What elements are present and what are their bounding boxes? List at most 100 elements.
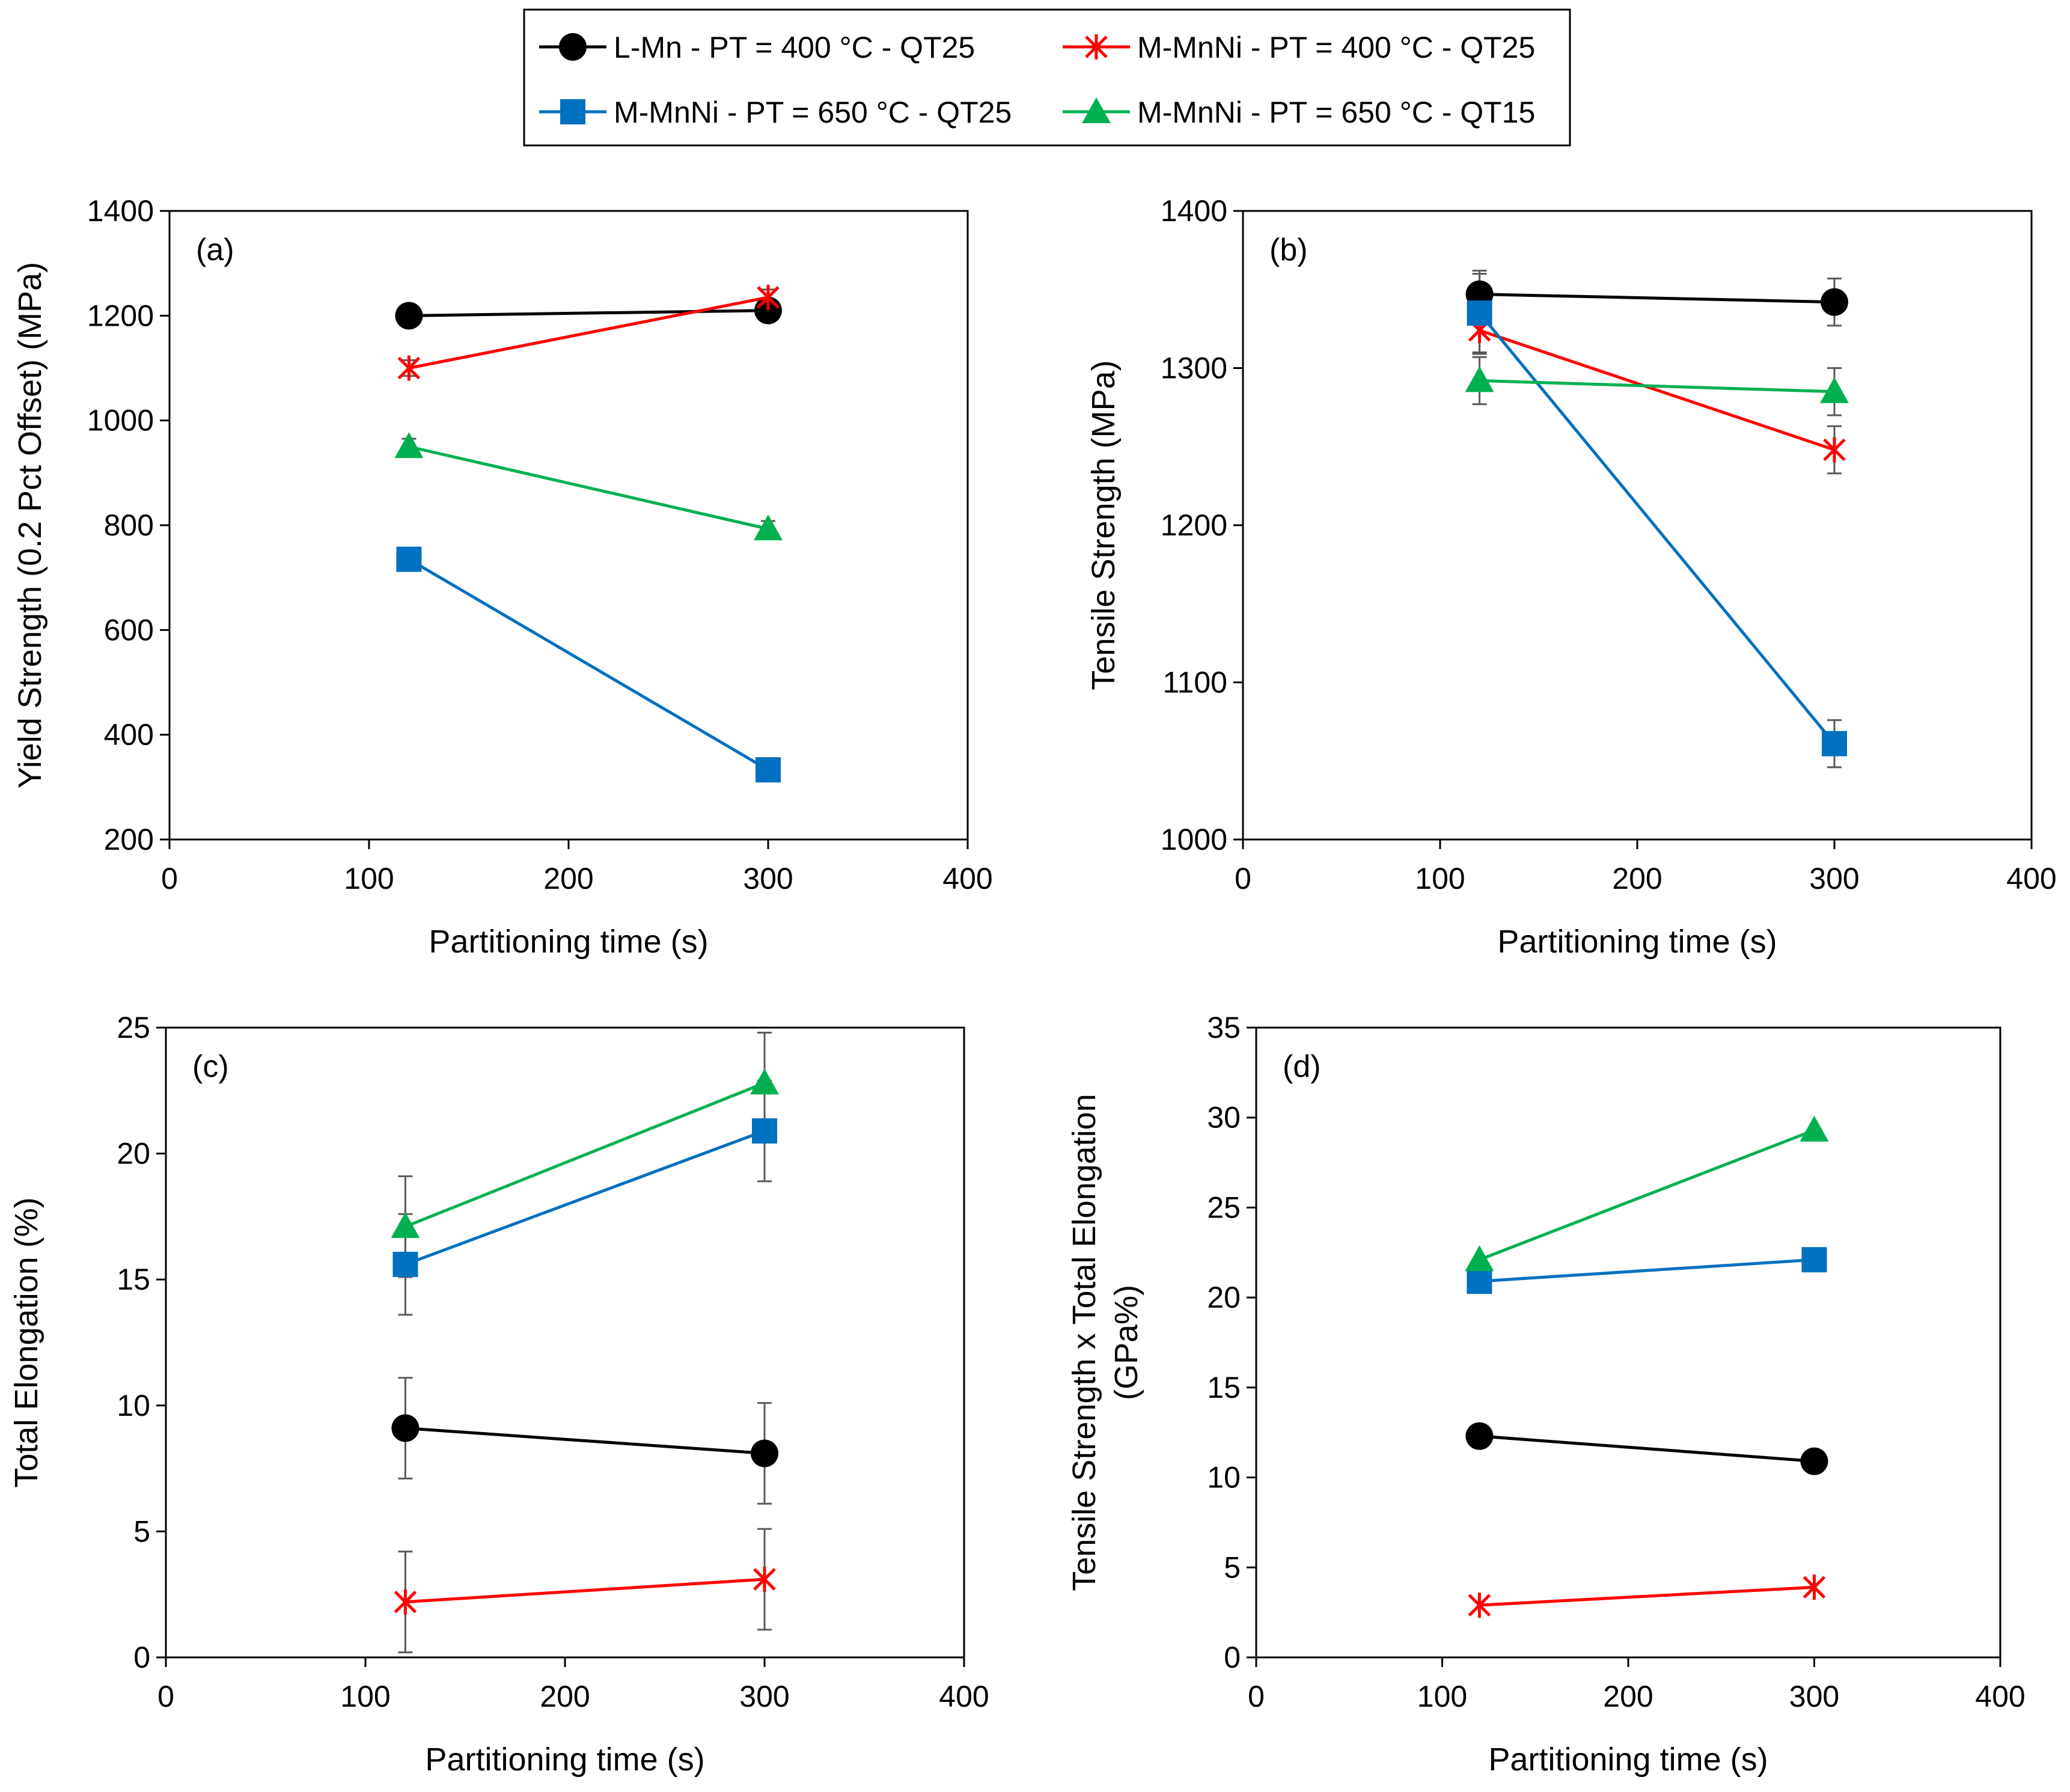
x-tick-label: 400	[942, 862, 992, 895]
plot-area	[165, 1026, 965, 1659]
series-line	[1479, 1585, 1815, 1607]
chart-c: 0 100 200 300 400 0 5 10 15 20 25 Partitioning time…	[8, 1011, 989, 1778]
data-point	[754, 514, 783, 541]
data-point	[750, 1068, 779, 1095]
y-tick-label: 1400	[87, 194, 154, 228]
legend-item-MMnNi650QT15: M-MnNi - PT = 650 °C - QT15	[1063, 96, 1535, 129]
y-tick-label: 600	[104, 613, 154, 647]
series-MMnNi650QT15	[394, 432, 783, 541]
x-tick-label: 300	[1789, 1680, 1839, 1713]
x-tick-label: 100	[344, 862, 394, 895]
y-axis-label: Yield Strength (0.2 Pct Offset) (MPa)	[12, 262, 48, 788]
data-point	[391, 1414, 420, 1442]
series-line	[1479, 293, 1835, 304]
data-point	[1803, 1574, 1826, 1600]
x-tick-label: 200	[1612, 862, 1662, 895]
chart-d: 0 100 200 300 400 0 5 10 15 20 25 30 35 Partitioning …	[1066, 1011, 2026, 1778]
legend-item-MMnNi650QT25: M-MnNi - PT = 650 °C - QT25	[539, 96, 1012, 129]
series-line	[408, 558, 769, 772]
data-point	[1800, 1447, 1828, 1475]
series-line	[405, 1427, 765, 1455]
legend-label: M-MnNi - PT = 650 °C - QT15	[1137, 96, 1535, 129]
chart-a: 0 100 200 300 400 200 400 600 800 1000 1200 1400 Par…	[12, 194, 993, 960]
y-tick-label: 1000	[1161, 823, 1227, 856]
x-tick-label: 100	[1417, 1680, 1467, 1713]
y-axis-label-units: (GPa%)	[1108, 1285, 1144, 1400]
y-tick-label: 25	[117, 1011, 150, 1044]
data-point	[751, 1439, 778, 1467]
series-LMn400QT25	[1465, 1422, 1828, 1475]
plot-area	[1242, 210, 2033, 841]
series-line	[408, 296, 769, 370]
data-point	[1467, 300, 1492, 326]
x-tick-label: 0	[1248, 1680, 1265, 1713]
series-MMnNi650QT25	[396, 546, 781, 783]
legend-label: M-MnNi - PT = 650 °C - QT25	[614, 96, 1012, 129]
data-point	[392, 1252, 418, 1278]
y-tick-label: 1200	[1161, 508, 1227, 542]
series-MMnNi650QT25	[1467, 1247, 1827, 1294]
y-tick-label: 10	[117, 1389, 150, 1422]
y-tick-label: 1300	[1161, 352, 1227, 385]
series-line	[1478, 312, 1836, 745]
data-point	[1465, 366, 1494, 392]
series-LMn400QT25	[391, 1414, 778, 1467]
panel-label: (a)	[196, 233, 234, 267]
series-line	[408, 445, 769, 531]
series-MMnNi400QT25	[397, 284, 780, 381]
data-point	[1820, 377, 1849, 403]
series-line	[405, 1129, 765, 1266]
data-point	[1467, 1269, 1492, 1294]
panel-label: (d)	[1283, 1049, 1321, 1084]
data-point	[1801, 1247, 1827, 1273]
y-axis-label: Tensile Strength (MPa)	[1085, 360, 1122, 690]
series-MMnNi650QT25	[1467, 300, 1847, 757]
data-point	[756, 757, 781, 783]
data-point	[1468, 1592, 1491, 1618]
series-line	[405, 1577, 765, 1604]
series-line	[1479, 1129, 1815, 1261]
plot-area	[168, 210, 969, 841]
legend-marker	[1082, 97, 1111, 123]
series-MMnNi650QT15	[391, 1068, 779, 1239]
x-axis-label: Partitioning time (s)	[429, 924, 708, 960]
series-line	[1479, 329, 1835, 451]
x-axis-label: Partitioning time (s)	[1497, 924, 1777, 960]
y-axis-label: Tensile Strength x Total Elongation	[1066, 1094, 1102, 1591]
legend-label: L-Mn - PT = 400 °C - QT25	[614, 31, 975, 64]
y-tick-label: 15	[117, 1263, 150, 1296]
data-point	[391, 1212, 420, 1239]
x-tick-label: 100	[1415, 862, 1465, 895]
y-tick-label: 1400	[1161, 194, 1227, 228]
plot-area	[1255, 1026, 2001, 1659]
x-tick-label: 400	[939, 1680, 989, 1713]
x-tick-label: 300	[1809, 862, 1859, 895]
chart-b: 0 100 200 300 400 1000 1100 1200 1300 1400 Partiti…	[1085, 194, 2057, 960]
y-tick-label: 1200	[87, 299, 154, 332]
x-tick-label: 300	[739, 1680, 789, 1713]
x-tick-label: 200	[543, 862, 593, 895]
series-MMnNi650QT15	[1465, 366, 1849, 403]
data-point	[395, 302, 423, 330]
y-tick-label: 10	[1207, 1461, 1241, 1495]
y-tick-label: 800	[104, 508, 154, 542]
legend-item-LMn400QT25: L-Mn - PT = 400 °C - QT25	[539, 31, 975, 64]
legend-label: M-MnNi - PT = 400 °C - QT25	[1137, 31, 1535, 64]
y-tick-label: 0	[133, 1641, 150, 1674]
x-tick-label: 100	[340, 1680, 390, 1713]
legend-item-MMnNi400QT25: M-MnNi - PT = 400 °C - QT25	[1063, 31, 1535, 64]
data-point	[752, 1118, 777, 1144]
data-point	[396, 546, 422, 572]
series-MMnNi650QT15	[1465, 1115, 1829, 1272]
x-axis-label: Partitioning time (s)	[425, 1742, 704, 1778]
legend-marker	[559, 33, 587, 61]
x-tick-label: 200	[540, 1680, 590, 1713]
y-tick-label: 1100	[1162, 666, 1227, 699]
data-point	[394, 432, 424, 459]
data-point	[394, 1589, 417, 1615]
data-point	[1821, 288, 1848, 316]
data-point	[757, 284, 780, 310]
data-point	[753, 1567, 776, 1592]
legend-marker	[560, 99, 585, 124]
